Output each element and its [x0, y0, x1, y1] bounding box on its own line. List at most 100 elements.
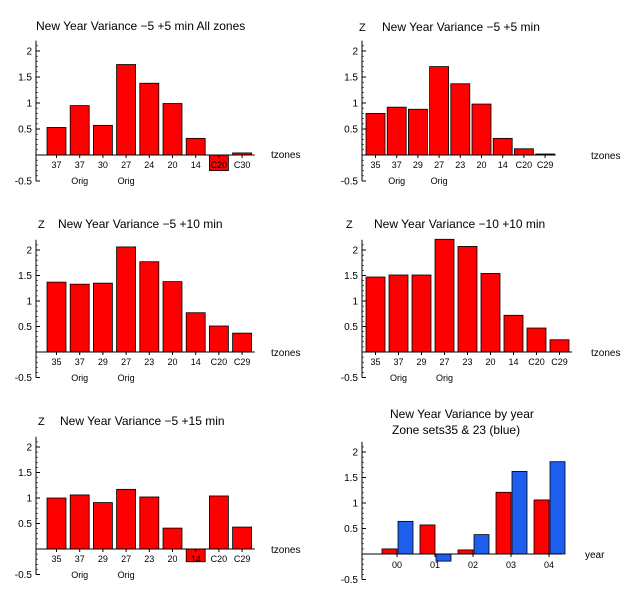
chart-panel-3: New Year Variance −5 +10 min Z -0.5 0.5 1 1.5…	[15, 217, 301, 384]
x-tick-label: 20	[167, 554, 177, 564]
y-axis-label: Z	[346, 219, 353, 231]
x-sublabel: Orig	[436, 373, 453, 383]
x-tick-label: C20	[516, 160, 533, 170]
x-tick-label: 27	[439, 357, 449, 367]
bar	[69, 494, 90, 550]
bar	[232, 332, 253, 353]
y-tick-label: 0.5	[18, 322, 32, 333]
x-axis-label: tzones	[271, 150, 300, 161]
x-tick-label: 27	[121, 554, 131, 564]
x-tick-label: 23	[144, 357, 154, 367]
x-tick-label: C20	[211, 357, 228, 367]
x-axis-label: tzones	[591, 348, 620, 359]
x-tick-label: 37	[392, 160, 402, 170]
x-sublabel: Orig	[71, 373, 88, 383]
chart-subtitle: Zone sets35 & 23 (blue)	[392, 423, 520, 437]
y-axis-label: Z	[38, 416, 45, 428]
x-axis-label: tzones	[591, 151, 620, 162]
y-tick-label: 1	[26, 297, 32, 308]
bar	[162, 281, 183, 353]
x-tick-label: 03	[506, 560, 516, 570]
y-tick-label: 2	[352, 246, 358, 257]
bar	[407, 108, 428, 156]
bar	[411, 274, 432, 353]
x-sublabel: Orig	[390, 373, 407, 383]
y-tick-label: 1	[352, 499, 358, 510]
x-tick-label: 27	[121, 160, 131, 170]
y-tick-label: 2	[26, 246, 32, 257]
x-tick-label: 29	[416, 357, 426, 367]
x-sublabel: Orig	[118, 570, 135, 580]
x-tick-label: C29	[537, 160, 554, 170]
x-tick-label: 23	[144, 554, 154, 564]
y-tick-label: -0.5	[15, 373, 33, 384]
bar	[46, 127, 67, 156]
bar	[381, 548, 398, 555]
x-sublabel: Orig	[118, 373, 135, 383]
x-tick-label: 14	[191, 160, 201, 170]
x-tick-label: 14	[191, 554, 201, 564]
bar	[185, 137, 206, 156]
bar	[514, 148, 534, 156]
bar	[116, 246, 136, 353]
y-tick-label: 2	[352, 448, 358, 459]
chart-panel-2: New Year Variance −5 +5 min Z -0.5 0.5 1 1.5 2…	[341, 20, 621, 188]
x-tick-label: C20	[211, 160, 228, 170]
x-tick-label: 01	[430, 560, 440, 570]
bar	[69, 283, 90, 353]
y-tick-label: 2	[352, 47, 358, 58]
bar	[495, 491, 512, 555]
x-tick-label: 35	[51, 357, 61, 367]
bar	[471, 103, 492, 156]
bar	[473, 534, 490, 555]
bar	[93, 502, 113, 550]
x-tick-label: C29	[551, 357, 568, 367]
bar	[365, 276, 386, 353]
x-tick-label: C20	[211, 554, 228, 564]
x-tick-label: C30	[234, 160, 251, 170]
x-tick-label: 20	[167, 160, 177, 170]
y-tick-label: 1.5	[18, 73, 32, 84]
y-tick-label: 1	[26, 494, 32, 505]
x-tick-label: C29	[234, 357, 251, 367]
x-tick-label: 20	[476, 160, 486, 170]
bar	[93, 124, 113, 156]
bar	[46, 281, 67, 353]
y-axis-label: Z	[38, 219, 45, 231]
bar	[511, 470, 528, 555]
y-tick-label: 1.5	[18, 468, 32, 479]
y-tick-label: -0.5	[341, 177, 359, 188]
bar	[46, 497, 67, 550]
y-tick-label: 0.5	[344, 322, 358, 333]
chart-title: New Year Variance −5 +5 min	[382, 20, 540, 34]
chart-title: New Year Variance −5 +5 min All zones	[36, 19, 245, 33]
x-tick-label: 00	[392, 560, 402, 570]
y-axis-label: Z	[359, 22, 366, 34]
y-tick-label: 1	[26, 99, 32, 110]
x-tick-label: 14	[191, 357, 201, 367]
y-tick-label: 2	[26, 47, 32, 58]
y-tick-label: 2	[26, 443, 32, 454]
x-tick-label: 37	[75, 160, 85, 170]
bar	[419, 524, 436, 555]
y-tick-label: 0.5	[344, 524, 358, 535]
x-tick-label: 24	[144, 160, 154, 170]
x-sublabel: Orig	[431, 176, 448, 186]
bar	[162, 527, 183, 550]
y-tick-label: -0.5	[341, 373, 359, 384]
bar	[457, 246, 478, 353]
bar	[208, 495, 229, 550]
y-tick-label: -0.5	[15, 570, 33, 581]
x-sublabel: Orig	[118, 176, 135, 186]
x-axis-label: tzones	[271, 545, 300, 556]
x-tick-label: 14	[498, 160, 508, 170]
y-tick-label: -0.5	[15, 177, 33, 188]
y-tick-label: 1	[352, 99, 358, 110]
bar	[116, 64, 136, 156]
bar	[139, 496, 160, 550]
x-tick-label: 14	[508, 357, 518, 367]
bar	[450, 83, 471, 156]
x-tick-label: 29	[413, 160, 423, 170]
x-tick-label: 04	[544, 560, 554, 570]
bar	[533, 499, 550, 555]
